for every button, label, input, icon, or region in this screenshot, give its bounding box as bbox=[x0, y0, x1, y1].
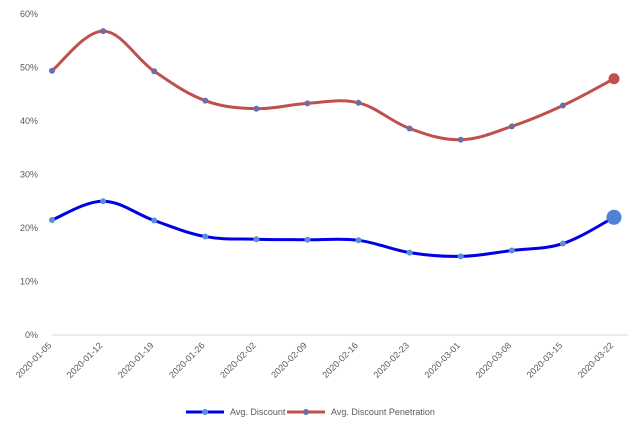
x-tick-label: 2020-01-05 bbox=[14, 340, 54, 380]
legend-marker-1 bbox=[303, 409, 309, 415]
x-tick-label: 2020-01-26 bbox=[167, 340, 207, 380]
data-point-marker bbox=[253, 236, 260, 243]
x-tick-label: 2020-01-12 bbox=[65, 340, 105, 380]
data-point-marker bbox=[49, 216, 55, 223]
x-tick-label: 2020-02-23 bbox=[371, 340, 411, 380]
legend-label: Avg. Discount Penetration bbox=[331, 407, 435, 417]
data-point-marker bbox=[100, 198, 107, 205]
x-tick-label: 2020-02-16 bbox=[320, 340, 360, 380]
series-markers bbox=[49, 28, 622, 260]
y-tick-label: 60% bbox=[20, 9, 38, 19]
x-tick-label: 2020-03-22 bbox=[576, 340, 616, 380]
data-point-marker bbox=[202, 233, 209, 240]
data-point-marker bbox=[304, 100, 311, 107]
y-tick-label: 50% bbox=[20, 63, 38, 73]
data-point-marker bbox=[406, 249, 413, 256]
data-point-marker bbox=[406, 125, 413, 132]
x-tick-label: 2020-03-08 bbox=[474, 340, 514, 380]
data-point-marker bbox=[355, 237, 362, 244]
series-line-1 bbox=[50, 29, 616, 142]
y-axis-labels: 0% 10% 20% 30% 40% 50% 60% bbox=[20, 9, 38, 340]
x-tick-label: 2020-03-15 bbox=[525, 340, 565, 380]
data-point-marker bbox=[49, 67, 55, 74]
series-lines bbox=[50, 29, 616, 258]
y-tick-label: 20% bbox=[20, 223, 38, 233]
data-point-marker bbox=[151, 68, 158, 75]
x-tick-label: 2020-02-02 bbox=[218, 340, 258, 380]
x-tick-label: 2020-01-19 bbox=[116, 340, 156, 380]
data-point-marker bbox=[202, 97, 209, 104]
data-point-marker bbox=[559, 240, 566, 247]
x-axis-labels: 2020-01-05 2020-01-12 2020-01-19 2020-01-26… bbox=[14, 340, 616, 380]
data-point-marker bbox=[606, 209, 622, 225]
data-point-marker bbox=[508, 247, 515, 254]
data-point-marker bbox=[457, 253, 464, 260]
data-point-marker bbox=[457, 136, 464, 143]
y-tick-label: 40% bbox=[20, 116, 38, 126]
x-tick-label: 2020-02-09 bbox=[269, 340, 309, 380]
series-line-0 bbox=[50, 199, 616, 258]
legend-label: Avg. Discount bbox=[230, 407, 286, 417]
data-point-marker bbox=[253, 105, 260, 112]
data-point-marker bbox=[355, 99, 362, 106]
data-point-marker bbox=[508, 123, 515, 130]
y-tick-label: 10% bbox=[20, 277, 38, 287]
data-point-marker bbox=[304, 236, 311, 243]
data-point-marker bbox=[151, 217, 158, 224]
legend: Avg. Discount Avg. Discount Penetration bbox=[186, 407, 435, 417]
legend-marker-0 bbox=[202, 409, 208, 415]
y-tick-label: 0% bbox=[25, 330, 38, 340]
y-tick-label: 30% bbox=[20, 170, 38, 180]
data-point-marker bbox=[608, 73, 620, 85]
data-point-marker bbox=[100, 28, 107, 35]
data-point-marker bbox=[559, 102, 566, 109]
x-tick-label: 2020-03-01 bbox=[423, 340, 463, 380]
